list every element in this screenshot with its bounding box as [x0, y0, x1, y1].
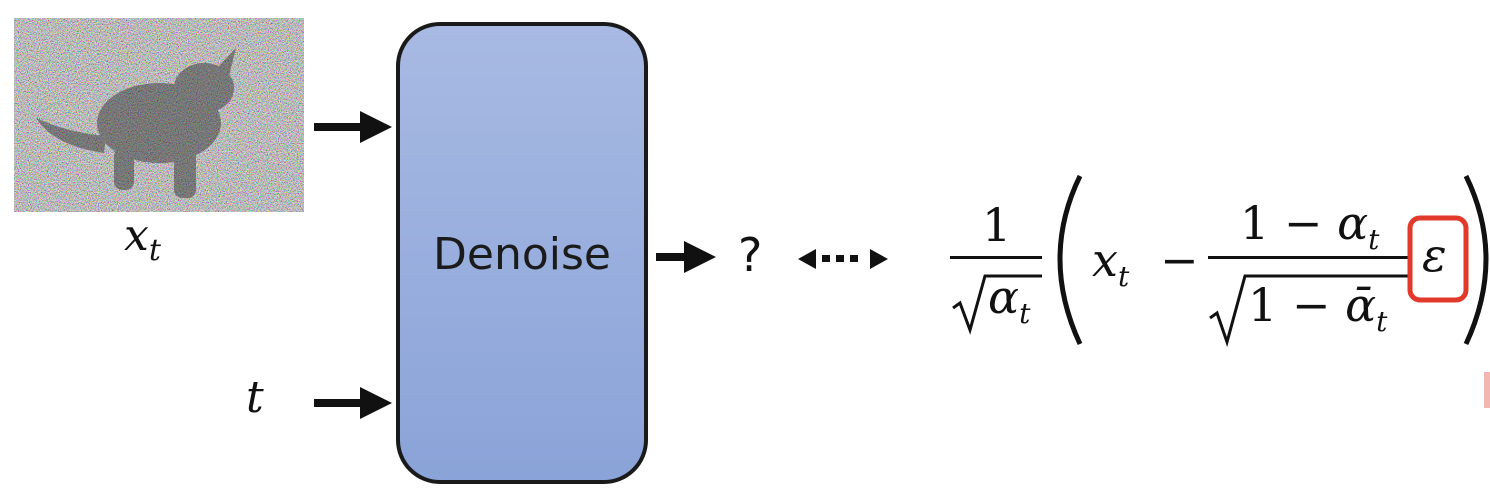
edge-red-mark [1484, 372, 1490, 408]
epsilon-highlight [1407, 215, 1469, 303]
epsilon-symbol: ε [1422, 228, 1447, 282]
inner-den-alpha: ᾱ [1345, 278, 1377, 332]
equation-minus: − [1160, 233, 1199, 287]
noisy-image-label-main: x [124, 210, 149, 261]
noisy-image-label-sub: t [148, 232, 161, 268]
inner-num-alpha: α [1337, 196, 1369, 250]
equation-x-term: xt [1092, 233, 1129, 293]
outer-numerator: 1 [982, 198, 1012, 252]
inner-den-minus: − [1291, 278, 1331, 332]
dog-silhouette [36, 48, 236, 198]
x-main: x [1092, 233, 1118, 287]
outer-den-sub: t [1019, 297, 1031, 331]
outer-den-alpha: α [988, 270, 1020, 324]
x-sub: t [1117, 260, 1130, 294]
denoise-label: Denoise [433, 229, 611, 280]
inner-num-minus: − [1283, 196, 1323, 250]
outer-sqrt-sign [952, 274, 1042, 335]
noisy-image [14, 18, 304, 212]
inner-den-sub: t [1376, 305, 1388, 339]
timestep-label: t [246, 372, 264, 423]
arrow-image-to-denoise [314, 111, 392, 143]
inner-numerator: 1 − αt [1240, 196, 1379, 256]
output-unknown: ? [738, 228, 763, 282]
outer-denominator: αt [988, 270, 1030, 330]
denoise-box [396, 22, 648, 484]
dotted-double-arrow [798, 249, 888, 269]
epsilon-text: ε [1422, 228, 1447, 282]
outer-fraction-bar [950, 256, 1042, 259]
inner-den-one: 1 [1248, 278, 1278, 332]
inner-denominator: 1 − ᾱt [1248, 278, 1387, 338]
left-parenthesis [1057, 174, 1083, 346]
inner-sqrt-sign [1209, 274, 1408, 348]
right-parenthesis [1463, 174, 1489, 346]
inner-fraction-bar [1208, 256, 1408, 259]
inner-num-sub: t [1368, 223, 1380, 257]
noisy-image-label: xt [124, 210, 161, 268]
arrow-denoise-to-output [656, 241, 716, 273]
arrow-time-to-denoise [314, 387, 392, 419]
inner-num-one: 1 [1240, 196, 1270, 250]
